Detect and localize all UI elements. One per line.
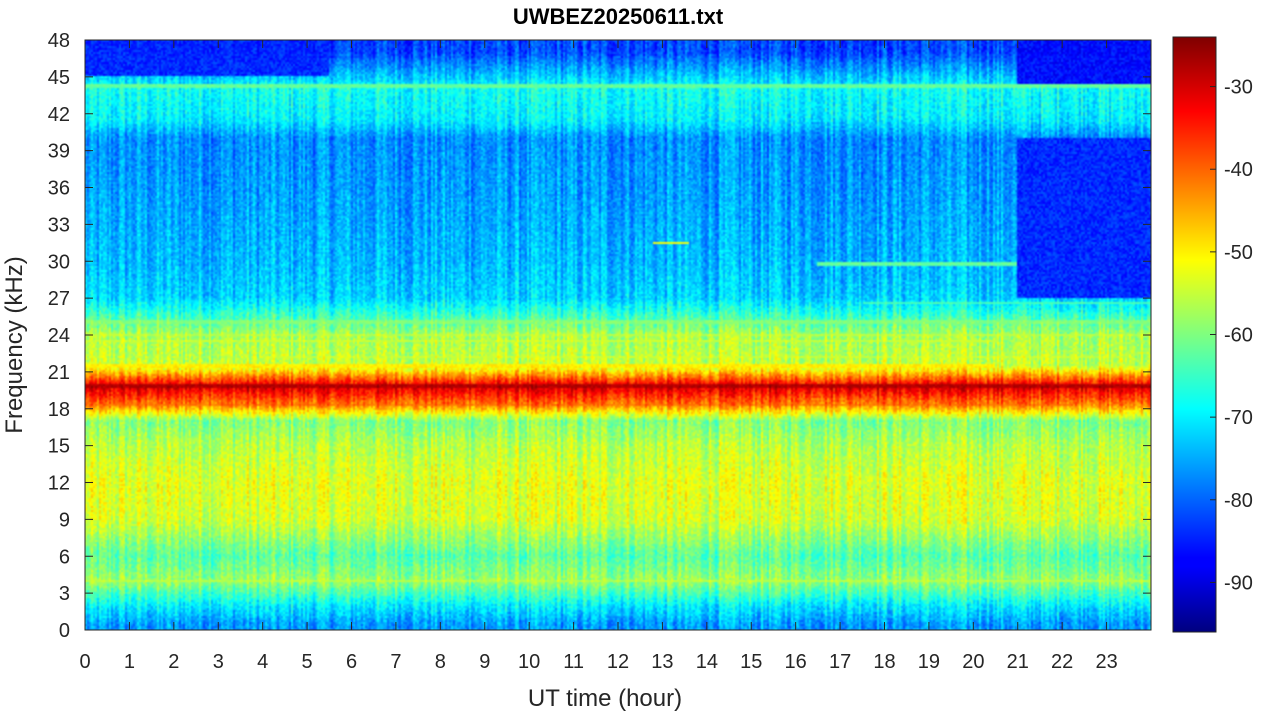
x-tick-label: 4 xyxy=(257,651,268,673)
x-tick-label: 17 xyxy=(829,651,851,673)
x-axis-label: UT time (hour) xyxy=(528,685,682,712)
colorbar-frame xyxy=(1172,36,1217,633)
x-tick-label: 6 xyxy=(346,651,357,673)
x-tick-label: 11 xyxy=(563,651,584,673)
x-tick-label: 14 xyxy=(696,651,718,673)
y-tick-label: 42 xyxy=(48,104,70,126)
x-tick-label: 23 xyxy=(1095,651,1117,673)
x-tick-label: 15 xyxy=(740,651,762,673)
x-tick-label: 2 xyxy=(168,651,179,673)
x-tick-label: 1 xyxy=(124,651,135,673)
y-tick-label: 18 xyxy=(48,399,70,421)
y-tick-label: 36 xyxy=(48,178,70,200)
y-tick-label: 33 xyxy=(48,214,70,236)
y-tick-label: 12 xyxy=(48,473,70,495)
colorbar-gradient xyxy=(1173,37,1216,632)
y-axis-label: Frequency (kHz) xyxy=(1,256,28,433)
y-tick-label: 21 xyxy=(48,362,70,384)
colorbar-tick-label: -80 xyxy=(1224,490,1253,512)
y-tick-label: 0 xyxy=(59,620,70,642)
colorbar-tick-label: -60 xyxy=(1224,325,1253,347)
y-tick-label: 15 xyxy=(48,436,70,458)
y-tick-label: 27 xyxy=(48,288,70,310)
colorbar-tick-label: -70 xyxy=(1224,407,1253,429)
x-tick-label: 8 xyxy=(435,651,446,673)
y-tick-label: 24 xyxy=(48,325,70,347)
spectrogram-heatmap xyxy=(85,40,1151,630)
x-axis-ticks: 0 1 2 3 4 5 6 7 8 9 10 11 12 13 14 15 16 17 18 19 20 21 22 23 xyxy=(79,40,1118,673)
y-tick-label: 48 xyxy=(48,30,70,52)
x-tick-label: 16 xyxy=(785,651,807,673)
x-tick-label: 12 xyxy=(607,651,629,673)
x-tick-label: 19 xyxy=(918,651,940,673)
x-tick-label: 3 xyxy=(213,651,224,673)
x-tick-label: 0 xyxy=(79,651,90,673)
x-tick-label: 21 xyxy=(1007,651,1029,673)
x-tick-label: 9 xyxy=(479,651,490,673)
x-tick-label: 18 xyxy=(873,651,895,673)
y-tick-label: 3 xyxy=(59,583,70,605)
colorbar: -90 -80 -70 -60 -50 -40 -30 xyxy=(1172,36,1253,633)
plot-area: 0 1 2 3 4 5 6 7 8 9 10 11 12 13 14 15 16 17 18 19 20 21 22 23 0… xyxy=(48,30,1152,673)
y-tick-label: 39 xyxy=(48,141,70,163)
colorbar-tick-label: -40 xyxy=(1224,159,1253,181)
chart-title: UWBEZ20250611.txt xyxy=(513,4,724,29)
x-tick-label: 20 xyxy=(962,651,984,673)
y-tick-label: 45 xyxy=(48,67,70,89)
x-tick-label: 22 xyxy=(1051,651,1073,673)
y-tick-label: 30 xyxy=(48,251,70,273)
x-tick-label: 13 xyxy=(651,651,673,673)
x-tick-label: 5 xyxy=(302,651,313,673)
y-tick-label: 9 xyxy=(59,509,70,531)
colorbar-tick-label: -30 xyxy=(1224,77,1253,99)
y-tick-label: 6 xyxy=(59,546,70,568)
colorbar-tick-label: -50 xyxy=(1224,242,1253,264)
x-tick-label: 7 xyxy=(390,651,401,673)
x-tick-label: 10 xyxy=(518,651,540,673)
colorbar-ticks: -90 -80 -70 -60 -50 -40 -30 xyxy=(1210,77,1253,594)
colorbar-tick-label: -90 xyxy=(1224,572,1253,594)
plot-frame xyxy=(84,39,1152,631)
